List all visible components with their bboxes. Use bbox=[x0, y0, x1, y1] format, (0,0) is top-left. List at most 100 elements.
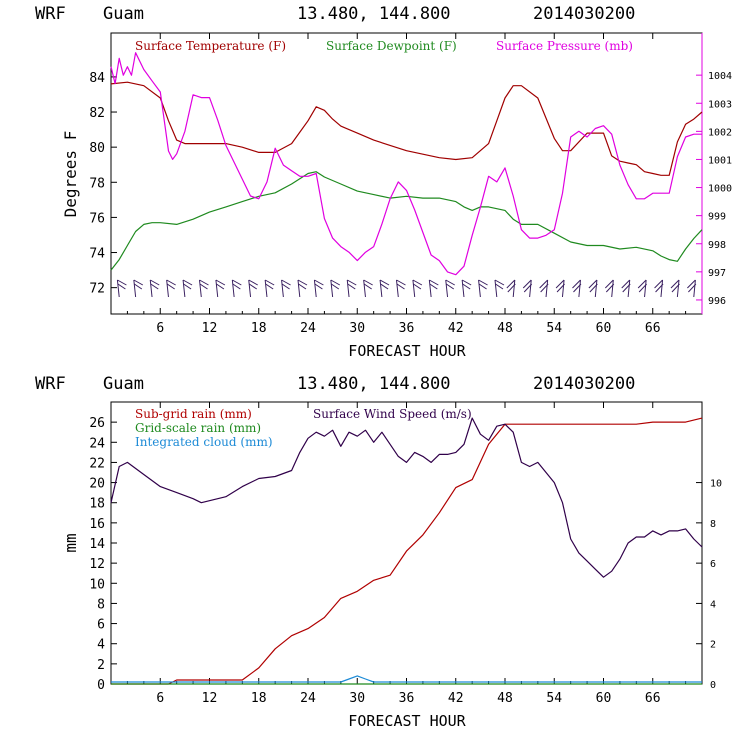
top-header-model: WRF bbox=[35, 4, 66, 24]
wind-barb-flag bbox=[215, 279, 226, 286]
y-tick-label: 12 bbox=[89, 557, 105, 572]
y2-tick-label: 1003 bbox=[708, 99, 732, 110]
surface-temperature-line bbox=[110, 81, 703, 176]
x-tick-label: 54 bbox=[546, 321, 562, 336]
y-tick-label: 74 bbox=[89, 247, 105, 262]
top-header-init: 2014030200 bbox=[533, 4, 635, 24]
y2-tick-label: 997 bbox=[708, 268, 726, 279]
wind-barb-staff bbox=[297, 279, 301, 298]
bottom-header-model: WRF bbox=[35, 374, 66, 394]
x-tick-label: 66 bbox=[645, 691, 661, 706]
wind-barb-flag bbox=[638, 283, 648, 293]
y-tick-label: 76 bbox=[89, 211, 105, 226]
bottom-panel: WRF Guam 13.480, 144.800 2014030200 Sub-… bbox=[35, 374, 722, 730]
wind-barb-flag bbox=[380, 283, 389, 290]
wind-barb-staff bbox=[512, 279, 516, 298]
wind-barb-staff bbox=[627, 279, 631, 298]
wind-barb-flag bbox=[462, 283, 471, 290]
wind-barb-flag bbox=[588, 279, 598, 289]
wind-barb-staff bbox=[611, 279, 614, 298]
wind-barb-flag bbox=[281, 279, 291, 286]
y-tick-label: 2 bbox=[97, 658, 105, 673]
wind-barb-flag bbox=[540, 283, 549, 293]
y-tick-label: 4 bbox=[97, 638, 105, 653]
wind-barb-flag bbox=[314, 279, 324, 286]
y-tick-label: 24 bbox=[89, 436, 105, 451]
x-tick-label: 60 bbox=[596, 691, 612, 706]
y2-tick-label: 996 bbox=[708, 296, 726, 307]
y2-tick-label: 8 bbox=[710, 519, 716, 530]
wind-barb-flag bbox=[264, 279, 275, 286]
x-tick-label: 30 bbox=[349, 691, 365, 706]
wind-barb-flag bbox=[363, 283, 372, 290]
wind-barb-staff bbox=[346, 279, 350, 298]
wind-barb-staff bbox=[412, 279, 416, 298]
wind-barb-staff bbox=[594, 279, 598, 298]
bottom-series bbox=[110, 417, 703, 685]
wind-barb-staff bbox=[182, 279, 186, 298]
legend-pressure: Surface Pressure (mb) bbox=[496, 39, 633, 53]
wind-barb-flag bbox=[134, 283, 143, 290]
bottom-header-coords: 13.480, 144.800 bbox=[297, 374, 451, 394]
x-tick-label: 42 bbox=[448, 321, 464, 336]
wind-barb-flag bbox=[605, 283, 615, 293]
wind-barb-flag bbox=[621, 279, 631, 289]
wind-barb-staff bbox=[693, 279, 696, 298]
wind-barb-staff bbox=[264, 279, 268, 298]
y2-tick-label: 6 bbox=[710, 559, 716, 570]
wind-barb-flag bbox=[556, 283, 565, 293]
wind-barb-flag bbox=[478, 283, 487, 290]
wind-barb-flag bbox=[150, 283, 159, 290]
wind-barb-staff bbox=[461, 279, 465, 298]
bottom-y2-ticks: 0 2 4 6 8 10 bbox=[696, 479, 722, 691]
wind-barb-staff bbox=[428, 279, 432, 298]
x-tick-label: 66 bbox=[645, 321, 661, 336]
bottom-x-axis-label: FORECAST HOUR bbox=[348, 712, 466, 730]
y-tick-label: 22 bbox=[89, 456, 105, 471]
wind-barb-flag bbox=[461, 279, 472, 286]
y2-tick-label: 1001 bbox=[708, 155, 732, 166]
wind-barb-staff bbox=[578, 279, 581, 298]
wind-barb-flag bbox=[166, 283, 175, 290]
top-x-axis-label: FORECAST HOUR bbox=[348, 342, 466, 360]
wind-barb-flag bbox=[248, 283, 258, 290]
top-y-axis-label: Degrees F bbox=[61, 131, 80, 218]
wind-barb-flag bbox=[248, 279, 258, 286]
y2-tick-label: 4 bbox=[710, 599, 716, 610]
wind-barb-flag bbox=[555, 279, 565, 289]
top-series bbox=[110, 52, 703, 276]
wind-barb-staff bbox=[281, 279, 284, 298]
x-tick-label: 54 bbox=[546, 691, 562, 706]
wind-barb-flag bbox=[331, 283, 340, 290]
wind-barb-staff bbox=[494, 279, 498, 298]
top-y2-ticks: 996 997 998 999 1000 1001 1002 1003 1004 bbox=[696, 71, 732, 307]
y-tick-label: 26 bbox=[89, 416, 105, 431]
surface-wind-speed-line bbox=[110, 417, 703, 578]
y-tick-label: 84 bbox=[89, 71, 105, 86]
wind-barb-flag bbox=[232, 279, 242, 286]
legend-integrated-cloud: Integrated cloud (mm) bbox=[135, 435, 273, 449]
y2-tick-label: 1000 bbox=[708, 184, 732, 195]
wind-barb-flag bbox=[495, 283, 504, 290]
wind-barb-staff bbox=[330, 279, 334, 298]
wind-barb-staff bbox=[166, 279, 169, 298]
x-tick-label: 6 bbox=[156, 691, 164, 706]
wind-barb-staff bbox=[561, 279, 565, 298]
wind-barb-flag bbox=[182, 279, 193, 286]
y-tick-label: 80 bbox=[89, 141, 105, 156]
wind-barb-staff bbox=[116, 279, 120, 298]
top-plot-frame bbox=[110, 32, 703, 315]
bottom-header-location: Guam bbox=[103, 374, 144, 394]
x-tick-label: 36 bbox=[399, 321, 415, 336]
x-tick-label: 12 bbox=[202, 691, 218, 706]
wind-barb-staff bbox=[676, 279, 680, 298]
wind-barb-flag bbox=[166, 279, 176, 286]
wind-barb-flag bbox=[396, 279, 406, 286]
legend-gridscale-rain: Grid-scale rain (mm) bbox=[135, 421, 261, 435]
wind-barb-flag bbox=[413, 283, 422, 290]
wind-barb-flag bbox=[523, 283, 533, 293]
top-panel: WRF Guam 13.480, 144.800 2014030200 Surf… bbox=[35, 4, 732, 360]
bottom-header-init: 2014030200 bbox=[533, 374, 635, 394]
wind-barb-flag bbox=[330, 279, 341, 286]
wind-barb-flag bbox=[199, 283, 208, 290]
